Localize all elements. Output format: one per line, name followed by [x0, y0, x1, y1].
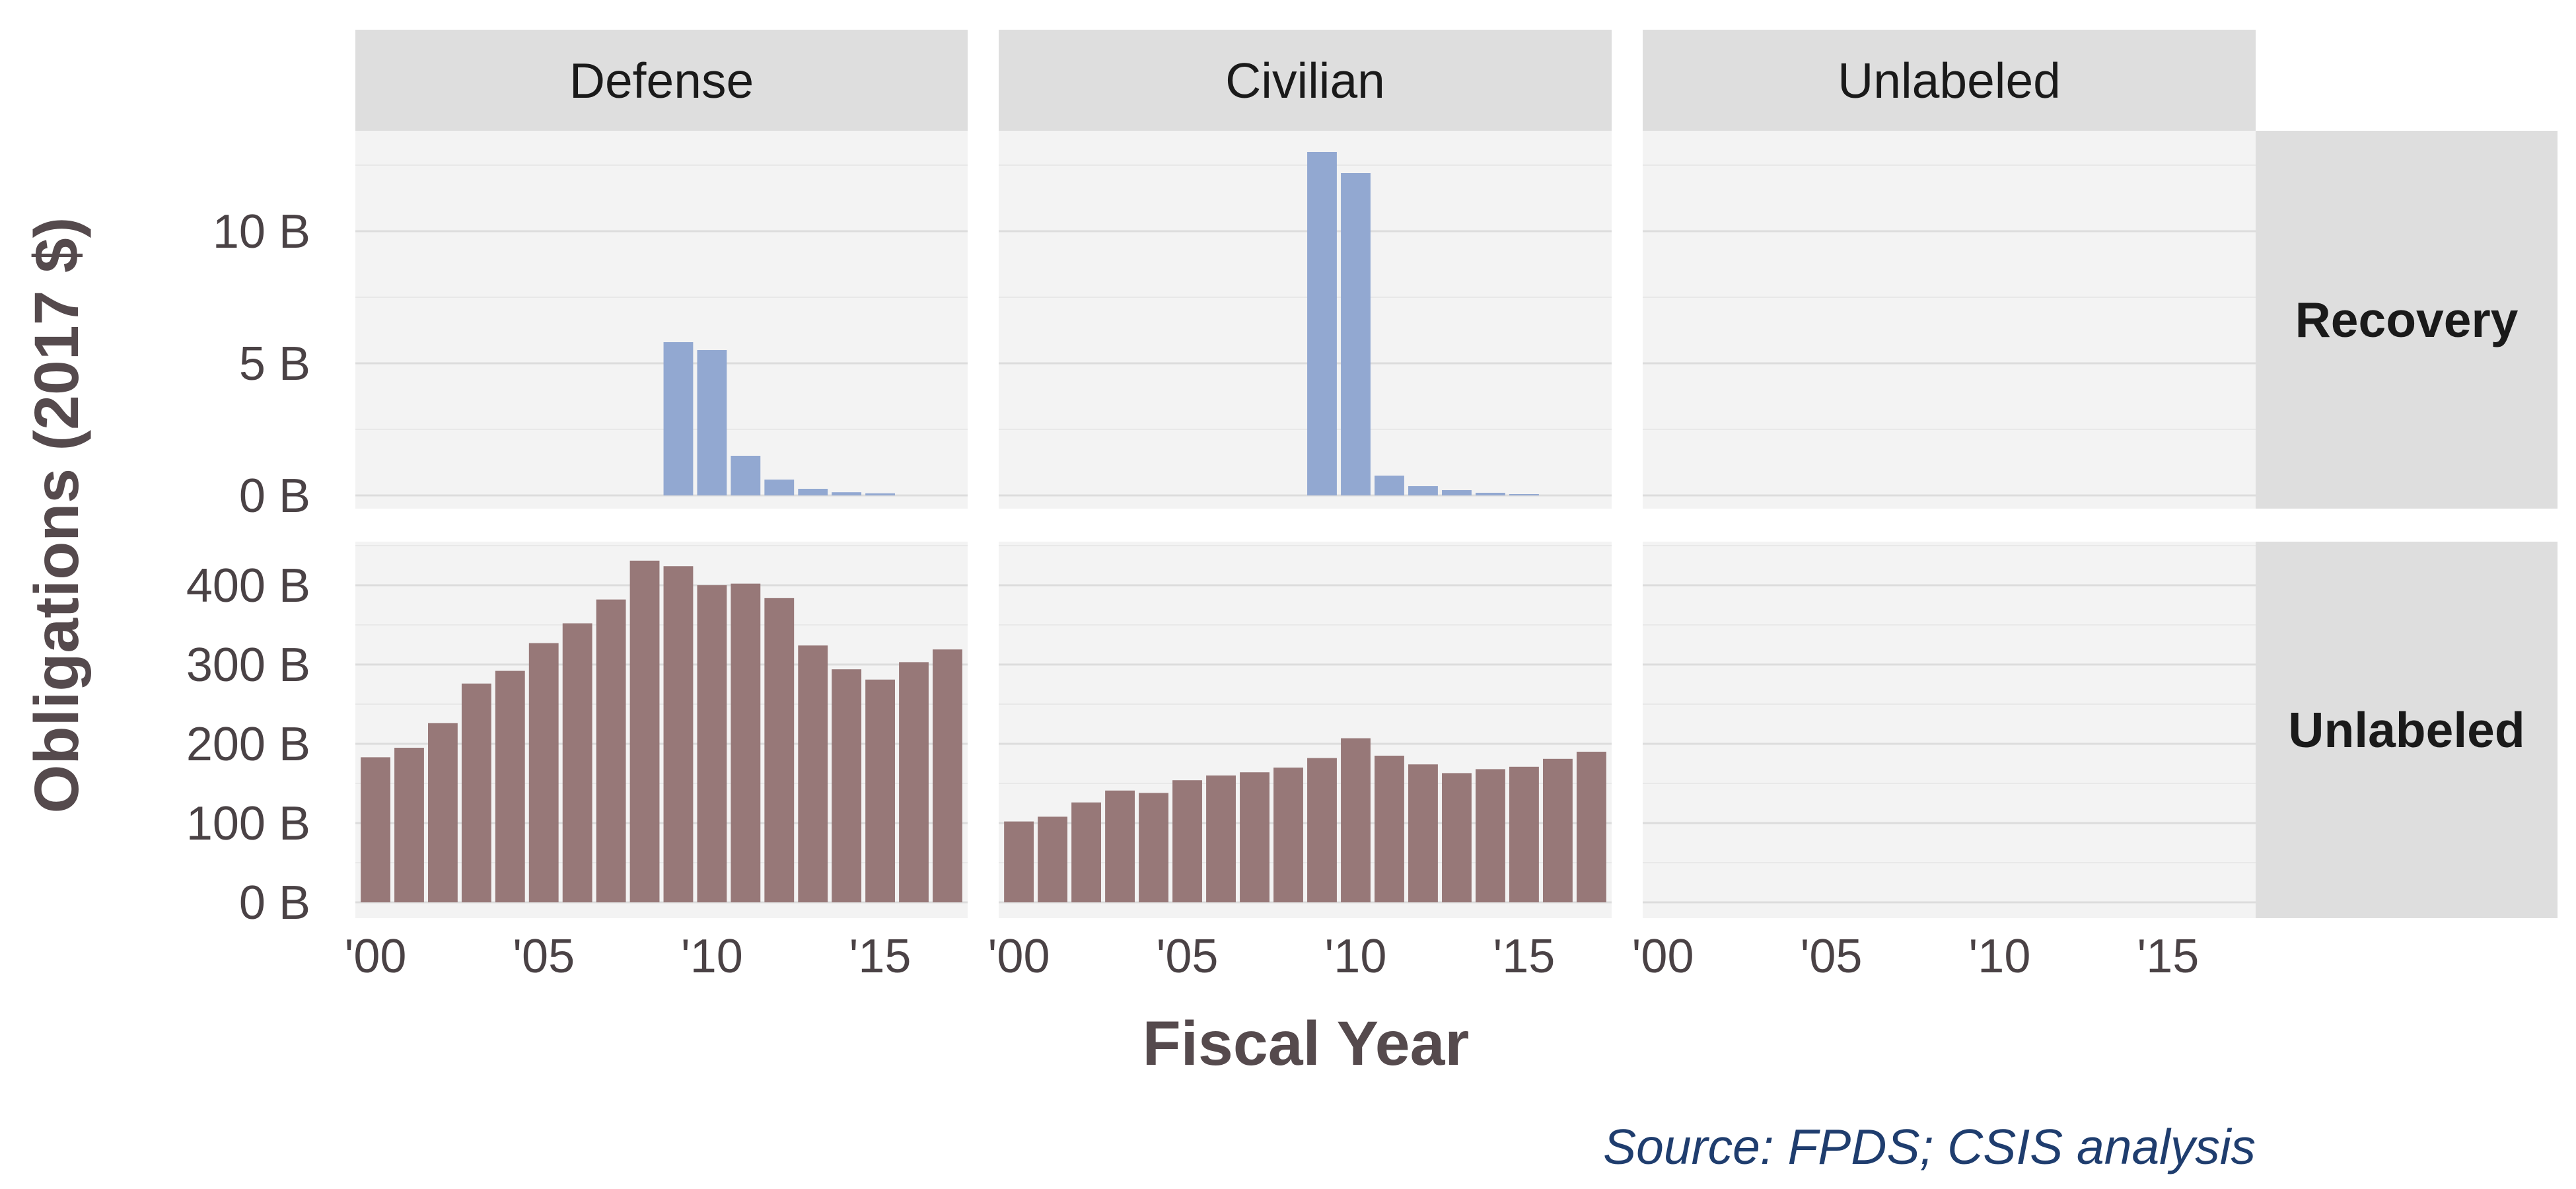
x-tick-label: '10	[1969, 930, 2031, 983]
bar-civilian-unlabeled-2001	[1038, 816, 1068, 902]
row-strip-label: Unlabeled	[2288, 702, 2524, 758]
y-tick-label: 0 B	[239, 470, 310, 522]
bar-defense-unlabeled-2012	[764, 598, 795, 902]
column-strip-label: Unlabeled	[1838, 53, 2061, 108]
bar-civilian-recovery-2015	[1509, 494, 1539, 495]
bar-defense-recovery-2010	[697, 350, 727, 495]
panel-background	[355, 131, 968, 509]
panel-background	[1643, 131, 2256, 509]
bar-civilian-unlabeled-2005	[1172, 780, 1202, 902]
source-caption: Source: FPDS; CSIS analysis	[1603, 1119, 2256, 1174]
bar-civilian-recovery-2012	[1408, 486, 1438, 495]
column-strip-label: Defense	[569, 53, 754, 108]
bar-defense-unlabeled-2016	[899, 662, 929, 902]
bar-civilian-unlabeled-2007	[1240, 772, 1270, 902]
y-tick-label: 10 B	[213, 205, 310, 258]
column-strip-civilian	[999, 30, 1612, 131]
row-strip-recovery	[2256, 131, 2558, 509]
bar-civilian-recovery-2011	[1375, 476, 1404, 495]
bar-defense-unlabeled-2011	[731, 583, 761, 902]
row-strip-unlabeled	[2256, 542, 2558, 918]
bar-defense-unlabeled-2001	[394, 748, 424, 902]
bar-defense-recovery-2013	[798, 489, 828, 495]
y-tick-label: 400 B	[186, 559, 310, 612]
bar-civilian-unlabeled-2013	[1442, 773, 1472, 902]
bar-defense-recovery-2015	[865, 493, 895, 495]
x-tick-label: '15	[849, 930, 912, 983]
x-tick-label: '00	[988, 930, 1050, 983]
bar-defense-unlabeled-2007	[596, 599, 626, 902]
bar-defense-unlabeled-2009	[663, 566, 694, 902]
bar-defense-unlabeled-2002	[428, 723, 458, 902]
y-axis-title: Obligations (2017 $)	[22, 217, 92, 814]
bar-defense-unlabeled-2003	[461, 683, 491, 902]
bar-civilian-unlabeled-2000	[1004, 821, 1034, 902]
y-tick-label: 300 B	[186, 639, 310, 692]
bar-defense-recovery-2014	[832, 492, 862, 495]
y-tick-label: 5 B	[239, 338, 310, 390]
x-tick-label: '15	[1493, 930, 1556, 983]
x-tick-label: '10	[681, 930, 743, 983]
bar-civilian-unlabeled-2011	[1375, 756, 1404, 902]
x-tick-label: '05	[1157, 930, 1219, 983]
column-strip-label: Civilian	[1225, 53, 1385, 108]
bar-civilian-unlabeled-2003	[1105, 790, 1135, 902]
x-tick-label: '05	[1801, 930, 1863, 983]
bar-defense-unlabeled-2004	[495, 670, 525, 902]
bar-defense-unlabeled-2017	[933, 649, 962, 902]
x-tick-label: '10	[1325, 930, 1387, 983]
y-tick-label: 0 B	[239, 877, 310, 929]
bar-defense-unlabeled-2008	[629, 560, 660, 902]
bar-defense-unlabeled-2005	[528, 643, 559, 902]
bar-defense-recovery-2012	[764, 480, 795, 495]
x-axis-title: Fiscal Year	[1143, 1009, 1470, 1079]
bar-civilian-unlabeled-2010	[1341, 738, 1371, 902]
bar-defense-unlabeled-2014	[832, 669, 862, 902]
bar-civilian-recovery-2010	[1341, 173, 1371, 495]
bar-civilian-unlabeled-2017	[1576, 752, 1606, 902]
bar-defense-unlabeled-2013	[798, 645, 828, 902]
bar-civilian-unlabeled-2009	[1307, 758, 1337, 902]
bar-defense-recovery-2011	[731, 456, 761, 495]
x-tick-label: '00	[1632, 930, 1694, 983]
bar-civilian-unlabeled-2014	[1476, 769, 1505, 902]
column-strip-defense	[355, 30, 968, 131]
ticks-layer: 0 B 5 B 10 B 0 B 100 B 200 B 300 B 400 B '00 '05 '…	[186, 205, 2200, 983]
bar-defense-unlabeled-2006	[562, 623, 592, 902]
bar-civilian-unlabeled-2006	[1206, 775, 1236, 902]
bar-civilian-unlabeled-2004	[1139, 793, 1168, 902]
y-tick-label: 200 B	[186, 718, 310, 771]
strips-layer: Defense Civilian Unlabeled Recovery Unlabele…	[355, 30, 2558, 918]
x-tick-label: '15	[2137, 930, 2200, 983]
panel-background	[1643, 542, 2256, 918]
bar-civilian-recovery-2014	[1476, 493, 1505, 495]
x-tick-label: '05	[513, 930, 575, 983]
y-tick-label: 100 B	[186, 797, 310, 850]
bar-civilian-recovery-2013	[1442, 490, 1472, 495]
row-strip-label: Recovery	[2295, 292, 2519, 347]
bar-civilian-unlabeled-2008	[1273, 768, 1303, 902]
bar-civilian-unlabeled-2002	[1071, 802, 1102, 902]
bar-civilian-unlabeled-2015	[1509, 766, 1539, 902]
bar-defense-unlabeled-2015	[865, 679, 895, 902]
bar-civilian-unlabeled-2016	[1542, 758, 1573, 902]
column-strip-unlabeled	[1643, 30, 2256, 131]
bar-defense-unlabeled-2000	[361, 757, 390, 902]
bar-civilian-unlabeled-2012	[1408, 764, 1438, 902]
x-tick-label: '00	[345, 930, 407, 983]
bar-defense-unlabeled-2010	[697, 585, 727, 902]
bar-defense-recovery-2009	[663, 342, 694, 495]
bar-civilian-recovery-2009	[1307, 152, 1337, 495]
panel-background	[999, 131, 1612, 509]
panels-layer	[355, 131, 2256, 918]
